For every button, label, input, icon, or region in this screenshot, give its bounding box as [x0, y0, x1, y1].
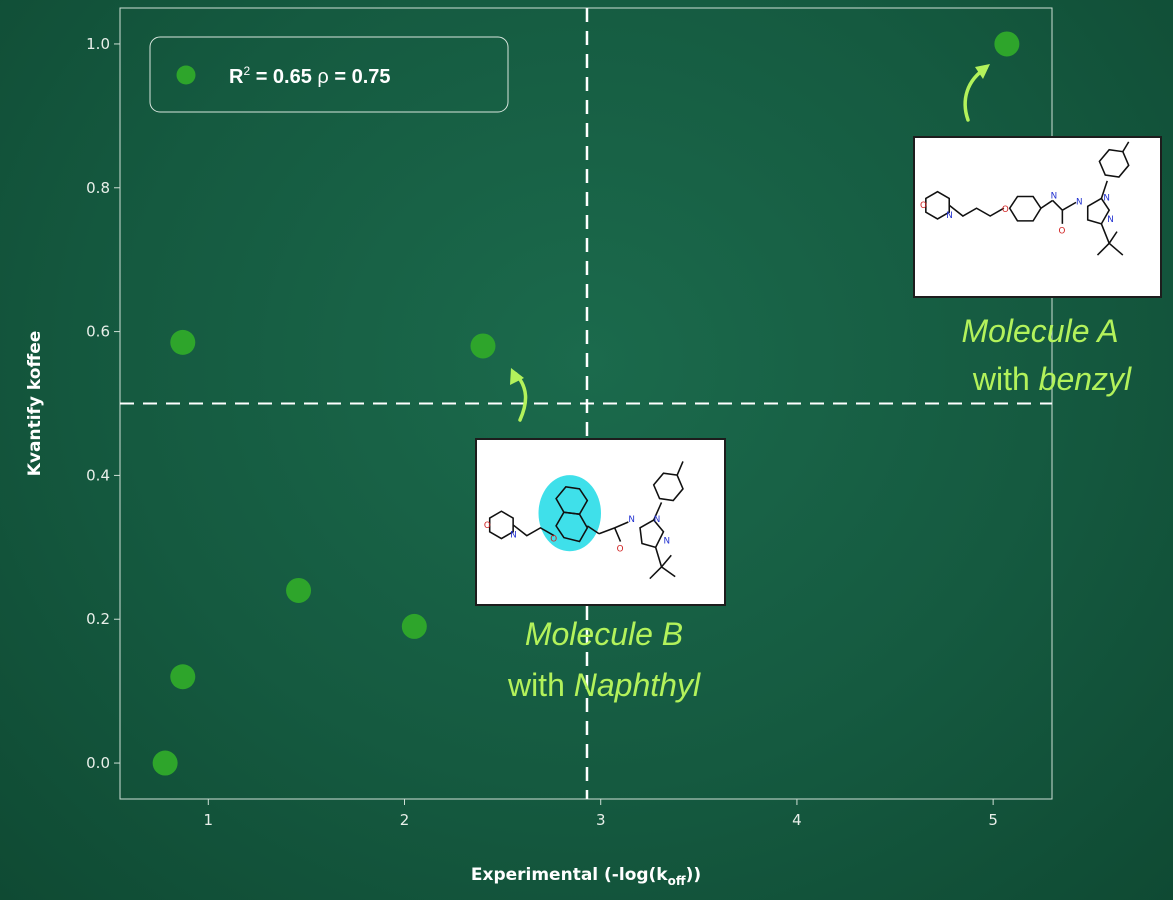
x-tick-label: 5 [988, 811, 998, 829]
data-point [470, 333, 496, 359]
data-point [170, 329, 196, 355]
data-point [994, 31, 1020, 57]
y-tick-label: 1.0 [86, 35, 110, 53]
x-tick-label: 4 [792, 811, 802, 829]
svg-text:N: N [946, 211, 953, 221]
molecule-b-structure: O O O N N N N [475, 438, 726, 606]
svg-text:O: O [550, 535, 557, 545]
data-point [401, 613, 427, 639]
molecule-a-structure: O O O N N N N N [913, 136, 1162, 298]
svg-text:O: O [617, 544, 624, 554]
molecule-a-with: with [972, 361, 1039, 397]
molecule-b-substituent: with Naphthyl [507, 667, 701, 703]
molecule-a-substituent: with benzyl [972, 361, 1132, 397]
molecule-b-arrowhead [510, 368, 524, 385]
x-tick-label: 2 [400, 811, 410, 829]
svg-text:N: N [1107, 215, 1114, 225]
y-tick-label: 0.0 [86, 754, 110, 772]
y-tick-label: 0.4 [86, 466, 110, 484]
molecule-a-drawing: O O O N N N N N [920, 141, 1130, 256]
legend-r2-superscript: 2 [243, 64, 250, 78]
svg-text:O: O [484, 521, 491, 531]
y-tick-label: 0.2 [86, 610, 110, 628]
y-tick-label: 0.8 [86, 179, 110, 197]
legend-label: R2 = 0.65 ρ = 0.75 [229, 64, 391, 88]
svg-text:O: O [920, 201, 927, 211]
svg-text:N: N [1076, 197, 1083, 207]
molecule-b-group: Naphthyl [574, 667, 701, 703]
molecule-b-with: with [507, 667, 574, 703]
svg-text:N: N [654, 515, 661, 525]
y-axis-title: Kvantify koffee [25, 331, 45, 477]
svg-text:N: N [1103, 193, 1110, 203]
x-axis-title-subscript: off [668, 874, 686, 888]
x-axis-title-tail: )) [686, 865, 702, 885]
legend-box [149, 36, 509, 113]
x-tick-label: 3 [596, 811, 606, 829]
x-axis-title: Experimental (-log(koff)) [471, 865, 701, 888]
svg-text:N: N [1051, 191, 1058, 201]
molecule-a-arrowhead [975, 64, 990, 79]
legend-r2-symbol: R [229, 66, 244, 88]
y-tick-label: 0.6 [86, 323, 110, 341]
legend-rho-symbol: ρ [317, 66, 328, 88]
legend-marker [176, 65, 196, 85]
data-point [170, 664, 196, 690]
svg-text:O: O [1058, 227, 1065, 237]
svg-text:N: N [663, 536, 670, 546]
data-point [152, 750, 178, 776]
data-point [286, 577, 312, 603]
molecule-b-drawing: O O O N N N N [484, 461, 684, 580]
molecule-a-group: benzyl [1039, 361, 1132, 397]
molecule-a-name: Molecule A [961, 313, 1118, 349]
svg-text:N: N [628, 515, 635, 525]
svg-text:O: O [1002, 205, 1009, 215]
x-axis-title-main: Experimental (-log(k [471, 865, 668, 885]
legend-rho-value: = 0.75 [329, 66, 391, 88]
molecule-b-name: Molecule B [525, 616, 683, 652]
legend: R2 = 0.65 ρ = 0.75 [149, 36, 509, 113]
legend-r2-value: = 0.65 [250, 66, 317, 88]
x-tick-label: 1 [204, 811, 214, 829]
svg-text:N: N [510, 531, 517, 541]
